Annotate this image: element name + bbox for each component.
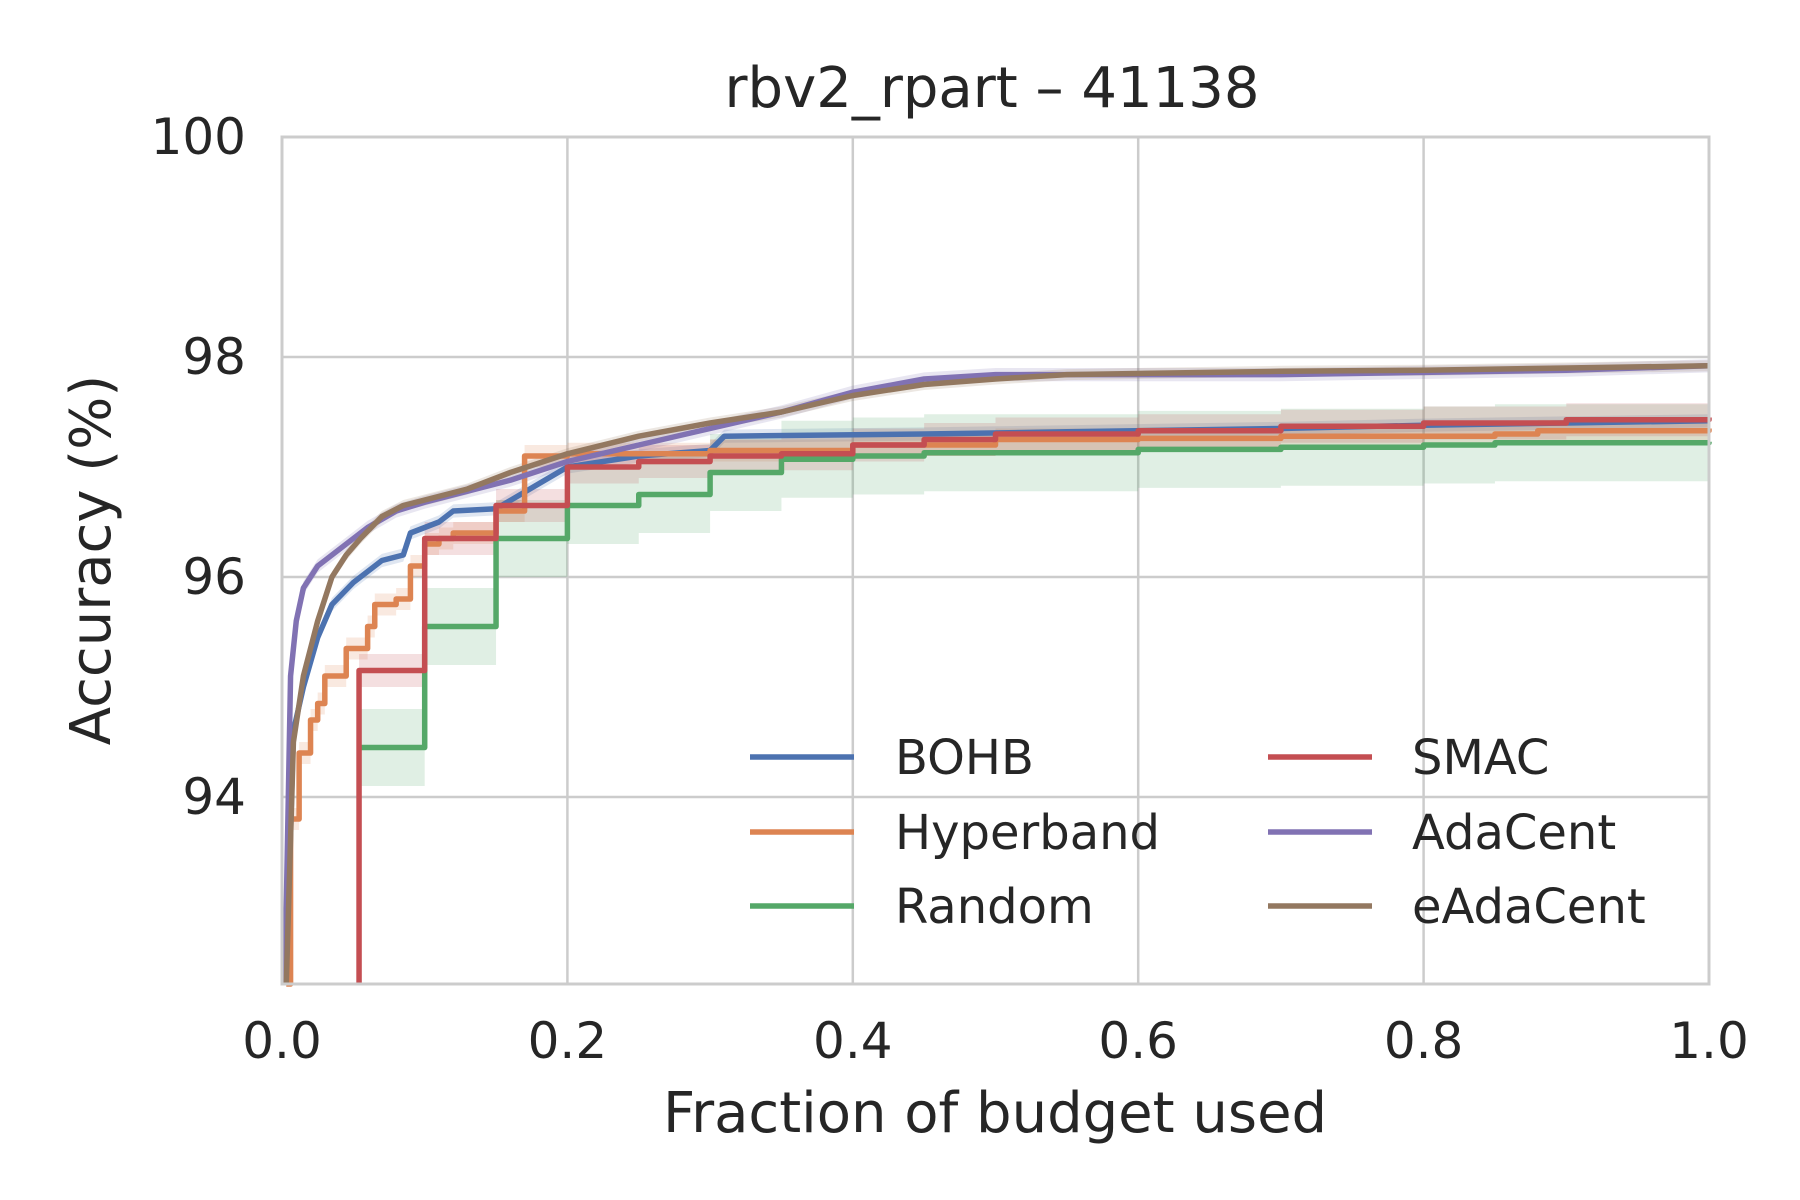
legend-label-bohb: BOHB (895, 730, 1034, 786)
legend-label-random: Random (895, 879, 1094, 935)
y-tick-label: 100 (151, 108, 246, 166)
chart-title: rbv2_rpart – 41138 (725, 56, 1260, 121)
series-line-smac (356, 416, 1712, 984)
series-line-eadacent (283, 363, 1710, 985)
x-tick-label: 0.8 (1384, 1012, 1464, 1070)
plot-frame (280, 135, 1711, 986)
y-tick-label: 94 (182, 768, 246, 826)
confidence-bands (284, 359, 1710, 984)
series-lines (282, 363, 1712, 987)
legend-label-smac: SMAC (1412, 730, 1549, 786)
legend: BOHB Hyperband Random SMAC AdaCent eAdaCent (750, 730, 1646, 935)
x-tick-label: 0.6 (1098, 1012, 1178, 1070)
x-tick-label: 0.0 (242, 1012, 322, 1070)
band-random (359, 403, 1710, 786)
series-line-random (359, 440, 1712, 751)
y-tick-labels: 94 96 98 100 (151, 108, 246, 826)
x-tick-label: 1.0 (1669, 1012, 1749, 1070)
legend-label-eadacent: eAdaCent (1412, 879, 1646, 935)
y-axis-label: Accuracy (%) (59, 375, 124, 745)
x-tick-labels: 0.0 0.2 0.4 0.6 0.8 1.0 (242, 1012, 1749, 1070)
x-tick-label: 0.2 (528, 1012, 608, 1070)
y-tick-label: 96 (182, 548, 246, 606)
legend-label-adacent: AdaCent (1412, 805, 1616, 861)
y-tick-label: 98 (182, 328, 246, 386)
x-axis-label: Fraction of budget used (663, 1081, 1327, 1146)
x-tick-label: 0.4 (813, 1012, 893, 1070)
legend-label-hyperband: Hyperband (895, 805, 1160, 861)
